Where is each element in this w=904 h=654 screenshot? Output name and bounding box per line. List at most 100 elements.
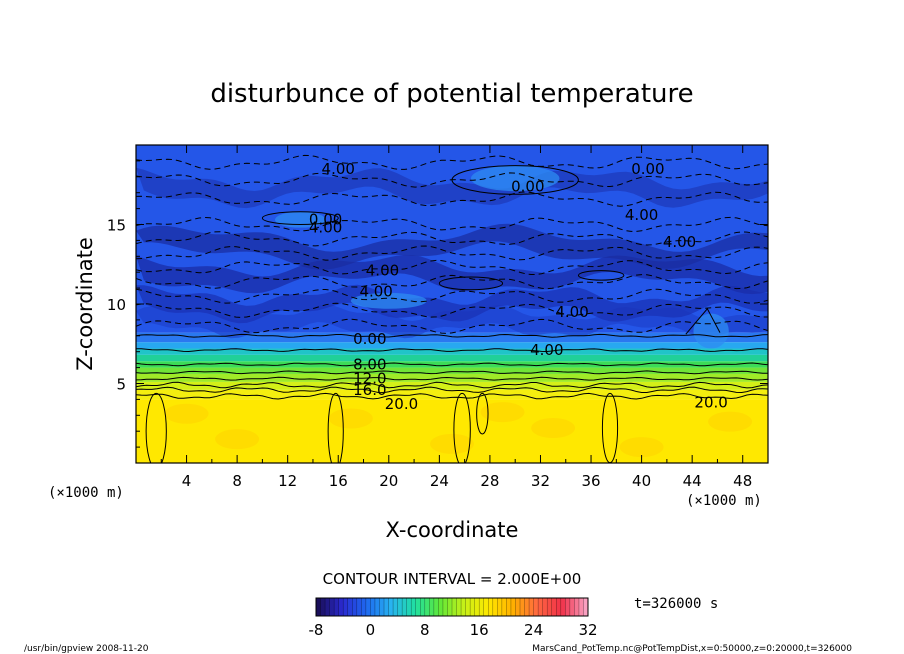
contour-line-dashed [136, 259, 768, 275]
colorbar-cell [583, 598, 589, 616]
field-region [136, 223, 768, 270]
field-region [328, 408, 373, 429]
colorbar-cell [565, 598, 571, 616]
contour-line-dashed [136, 318, 768, 334]
contour-line-dashed [136, 231, 768, 247]
colorbar-cell [429, 598, 435, 616]
contour-line [136, 392, 768, 400]
y-tick-label: 10 [107, 296, 126, 314]
colorbar-cell [356, 598, 362, 616]
colorbar-tick-label: 0 [366, 621, 376, 639]
colorbar-cell [510, 598, 516, 616]
colorbar-cell [329, 598, 335, 616]
contour-line-dashed [136, 302, 768, 318]
colorbar-cell [452, 598, 458, 616]
contour-line [453, 392, 471, 463]
colorbar-cell [578, 598, 584, 616]
contour-line [577, 270, 625, 281]
x-tick-label: 16 [329, 472, 348, 490]
colorbar-tick-label: 32 [578, 621, 597, 639]
colorbar-cell [560, 598, 566, 616]
contour-label: 4.00 [309, 219, 342, 237]
colorbar-cell [438, 598, 444, 616]
colorbar-cell [433, 598, 439, 616]
field-region [480, 402, 525, 423]
colorbar-cell [488, 598, 494, 616]
x-unit-right: (×1000 m) [686, 493, 762, 509]
contour-label: 20.0 [385, 395, 418, 413]
contour-line [136, 333, 768, 338]
layer-band [136, 332, 768, 343]
colorbar-cell [393, 598, 399, 616]
x-tick-label: 40 [632, 472, 651, 490]
colorbar-cell [461, 598, 467, 616]
contour-label: 4.00 [322, 160, 355, 178]
contour-label: 0.00 [631, 160, 664, 178]
y-axis-label: Z-coordinate [73, 237, 97, 371]
field-region [136, 167, 768, 209]
colorbar-cell [334, 598, 340, 616]
colorbar-cell [474, 598, 480, 616]
colorbar-cell [483, 598, 489, 616]
colorbar-cell [388, 598, 394, 616]
colorbar-cell [542, 598, 548, 616]
contour-label: 4.00 [663, 233, 696, 251]
colorbar-cell [447, 598, 453, 616]
x-tick-label: 24 [430, 472, 449, 490]
colorbar-cell [533, 598, 539, 616]
colorbar-cell [574, 598, 580, 616]
field-region [619, 437, 664, 458]
contour-line-dashed [136, 288, 768, 304]
x-tick-label: 28 [480, 472, 499, 490]
x-unit-left: (×1000 m) [48, 485, 124, 501]
field-region [164, 403, 209, 424]
contour-line [438, 276, 504, 291]
colorbar: -8 0 8 16 24 32 [309, 597, 598, 639]
contour-label: 4.00 [555, 303, 588, 321]
colorbar-cell [501, 598, 507, 616]
colorbar-cell [361, 598, 367, 616]
field-region [215, 429, 260, 450]
chart-title: disturbunce of potential temperature [210, 79, 693, 109]
contour-label: 4.00 [530, 341, 563, 359]
colorbar-cell [411, 598, 417, 616]
contour-label: 4.00 [366, 262, 399, 280]
contour-label: 0.00 [309, 211, 342, 229]
colorbar-cell [347, 598, 353, 616]
contour-line [451, 165, 579, 195]
contour-line [136, 376, 768, 381]
contour-interval: CONTOUR INTERVAL = 2.000E+00 [323, 570, 582, 588]
colorbar-cell [569, 598, 575, 616]
colorbar-cell [524, 598, 530, 616]
contour-label: 0.00 [353, 330, 386, 348]
colorbar-cell [520, 598, 526, 616]
layer-band [136, 389, 768, 400]
x-axis-label: X-coordinate [386, 518, 519, 542]
contour-line-dashed [136, 216, 768, 232]
colorbar-cell [465, 598, 471, 616]
colorbar-cell [365, 598, 371, 616]
layer-band [136, 342, 768, 349]
colorbar-cell [316, 598, 322, 616]
contour-label: 4.00 [359, 282, 392, 300]
colorbar-cell [397, 598, 403, 616]
x-tick-label: 8 [232, 472, 242, 490]
contour-label: 8.00 [353, 355, 386, 373]
colorbar-cell [515, 598, 521, 616]
colorbar-tick-label: 24 [524, 621, 543, 639]
x-tick-label: 12 [278, 472, 297, 490]
layer-band [136, 354, 768, 362]
contour-line-dashed [136, 245, 768, 261]
colorbar-cell [325, 598, 331, 616]
contour-line-dashed [136, 274, 768, 290]
contour-label: 0.00 [511, 177, 544, 195]
field-region [350, 292, 427, 309]
colorbar-cell [384, 598, 390, 616]
colorbar-cell [424, 598, 430, 616]
x-tick-label: 44 [683, 472, 702, 490]
colorbar-cell [547, 598, 553, 616]
colorbar-cell [470, 598, 476, 616]
contour-line [685, 307, 721, 335]
contour-label: 20.0 [694, 394, 727, 412]
colorbar-cell [492, 598, 498, 616]
